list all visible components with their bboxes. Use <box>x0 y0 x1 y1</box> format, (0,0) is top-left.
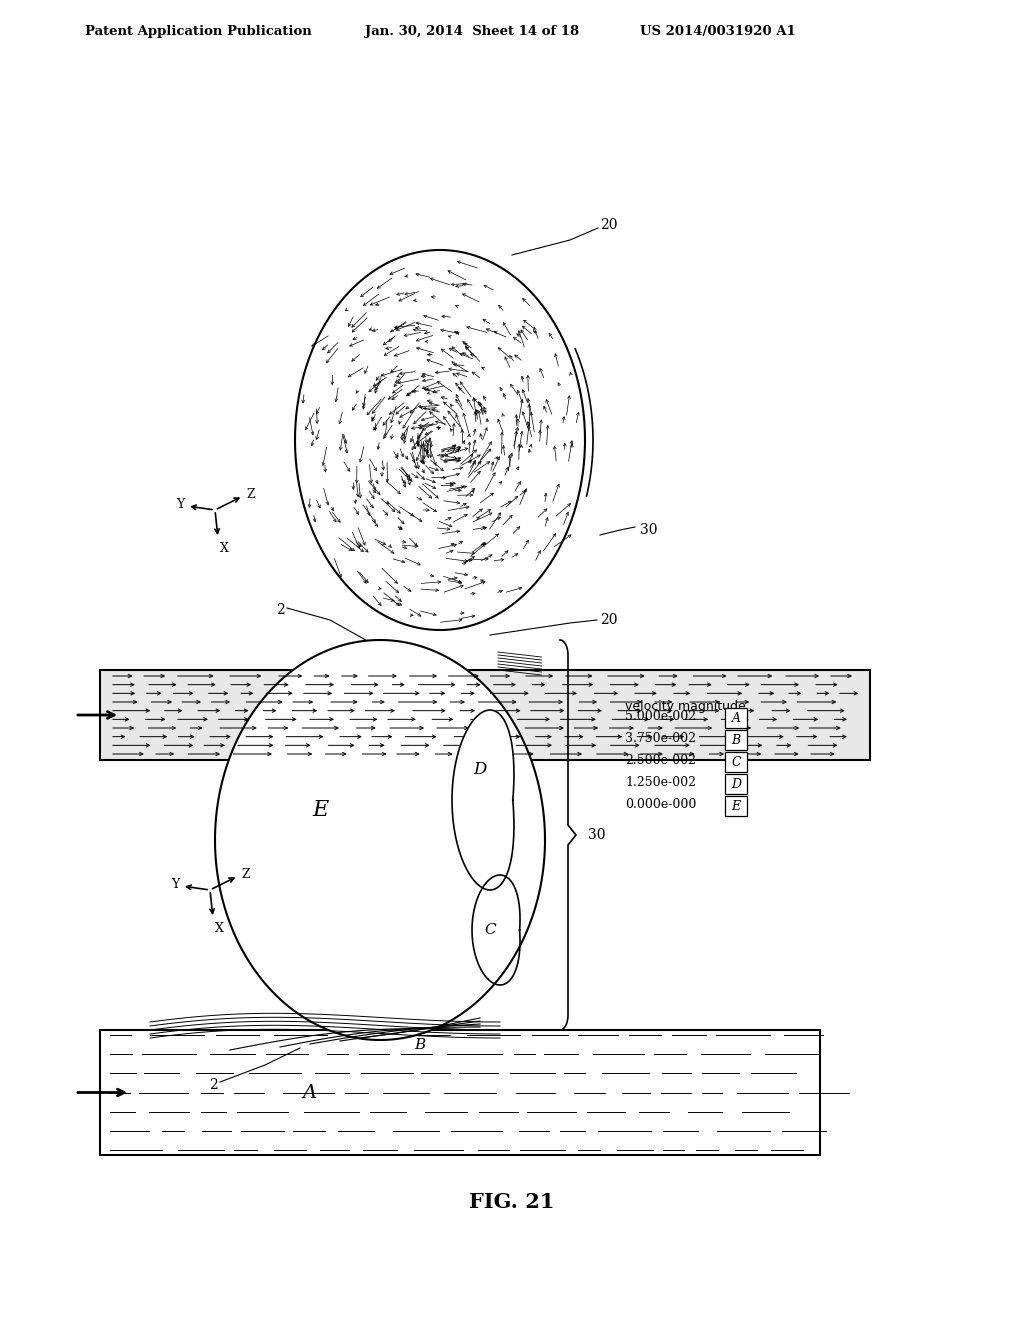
Text: Y: Y <box>176 499 184 511</box>
Text: Z: Z <box>241 867 250 880</box>
Bar <box>100 671 870 760</box>
Text: Y: Y <box>171 879 179 891</box>
Text: 2: 2 <box>276 603 285 616</box>
Text: X: X <box>220 543 229 554</box>
Text: 2.500e-002: 2.500e-002 <box>625 755 696 767</box>
Text: Jan. 30, 2014  Sheet 14 of 18: Jan. 30, 2014 Sheet 14 of 18 <box>365 25 580 38</box>
Text: 30: 30 <box>588 828 605 842</box>
Polygon shape <box>215 640 545 1040</box>
Polygon shape <box>472 875 520 985</box>
Text: 1.250e-002: 1.250e-002 <box>625 776 696 789</box>
Text: 20: 20 <box>600 218 617 232</box>
Text: C: C <box>484 923 496 937</box>
Text: US 2014/0031920 A1: US 2014/0031920 A1 <box>640 25 796 38</box>
Text: E: E <box>731 800 740 813</box>
Bar <box>725 752 746 772</box>
Text: Patent Application Publication: Patent Application Publication <box>85 25 311 38</box>
Text: X: X <box>215 921 224 935</box>
Text: 20: 20 <box>600 612 617 627</box>
Text: E: E <box>312 799 328 821</box>
Text: 3.750e-002: 3.750e-002 <box>625 733 696 746</box>
Text: 5.000e-002: 5.000e-002 <box>625 710 696 723</box>
Polygon shape <box>452 710 514 890</box>
Text: C: C <box>731 755 740 768</box>
Text: FIG. 21: FIG. 21 <box>469 1192 555 1212</box>
Text: 2: 2 <box>209 1078 218 1092</box>
Text: A: A <box>731 711 740 725</box>
Bar <box>725 730 746 750</box>
Bar <box>725 708 746 729</box>
Text: B: B <box>415 1038 426 1052</box>
Text: 30: 30 <box>640 523 657 537</box>
Bar <box>725 774 746 795</box>
Text: D: D <box>473 762 486 779</box>
Text: velocity magnitude: velocity magnitude <box>625 700 745 713</box>
Text: A: A <box>303 1084 317 1101</box>
Text: D: D <box>731 777 741 791</box>
Bar <box>725 796 746 816</box>
Text: B: B <box>731 734 740 747</box>
Text: 0.000e-000: 0.000e-000 <box>625 799 696 812</box>
Text: Z: Z <box>246 487 255 500</box>
Bar <box>100 1030 820 1155</box>
